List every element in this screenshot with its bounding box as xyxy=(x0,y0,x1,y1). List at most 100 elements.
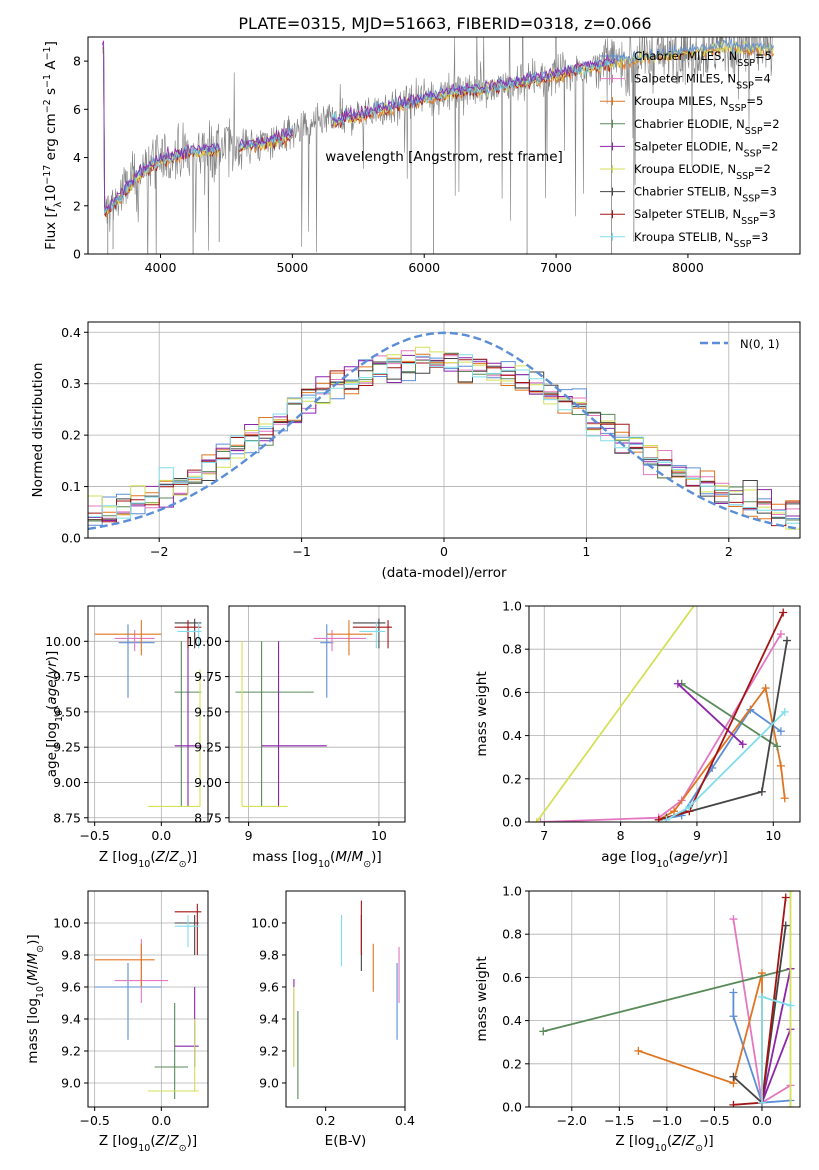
x-axis-label: (data-model)/error xyxy=(381,565,507,581)
label-part: Kroupa STELIB, N xyxy=(634,230,734,244)
model-spectrum-line xyxy=(102,46,616,215)
y-tick-label: 0.6 xyxy=(502,970,522,985)
axes-frame xyxy=(87,890,209,1108)
mass-weight-point xyxy=(776,630,785,639)
y-tick-label: 9.4 xyxy=(61,1012,81,1027)
y-tick-label: 10.0 xyxy=(251,916,279,931)
x-axis-label: Z [log10(Z/Z⊙)] xyxy=(99,1133,197,1154)
mass-weight-point xyxy=(673,679,682,688)
label-part: SSP xyxy=(741,216,759,227)
x-tick-label: 0.0 xyxy=(151,828,171,843)
label-part: mass weight xyxy=(474,671,490,756)
label-part: SSP xyxy=(744,148,762,159)
mass-weight-point xyxy=(783,636,792,645)
label-part: / xyxy=(165,849,170,865)
label-part: ( xyxy=(667,1133,672,1149)
x-tick-label: 8 xyxy=(617,828,625,843)
x-tick-label: −0.5 xyxy=(79,1113,109,1128)
label-part: ( xyxy=(150,1133,155,1149)
y-tick-label: 0.0 xyxy=(61,531,81,546)
label-part: 10 xyxy=(43,185,59,202)
y-tick-label: 9.00 xyxy=(53,775,81,790)
mass-weight-line xyxy=(732,925,787,1105)
y-tick-label: 1.0 xyxy=(502,884,522,899)
label-part: age xyxy=(44,679,60,704)
x-axis-label: mass [log10(M/M⊙)] xyxy=(252,849,381,870)
label-part: =4 xyxy=(754,72,771,86)
y-tick-label: 0.2 xyxy=(502,1056,522,1071)
x-tick-label: 0.2 xyxy=(316,1113,336,1128)
label-part: =2 xyxy=(761,139,778,153)
mass-weight-point xyxy=(773,742,782,751)
normal-curve xyxy=(88,331,800,531)
legend-normal-label: N(0, 1) xyxy=(740,337,780,351)
label-part: M xyxy=(335,849,347,865)
y-axis-label: mass weight xyxy=(474,956,490,1041)
label-part: ⊙ xyxy=(179,859,187,870)
x-axis-label: wavelength [Angstrom, rest frame] xyxy=(325,149,563,165)
mass-weight-point xyxy=(654,815,663,822)
label-part: yr xyxy=(44,660,60,676)
x-tick-label: 10 xyxy=(371,828,387,843)
x-tick-label: 0 xyxy=(440,544,448,559)
x-tick-label: −1.0 xyxy=(652,1113,682,1128)
mass-weight-point xyxy=(536,818,545,822)
x-tick-label: 0.4 xyxy=(395,1113,415,1128)
label-part: )] xyxy=(703,1133,714,1149)
mass-vs-EBV-panel: 0.2 0.4 9.0 9.2 9.4 9.6 9.8 10.0 E(B-V) xyxy=(251,890,415,1149)
label-part: Z [log xyxy=(99,1133,138,1149)
mass-weight-point xyxy=(685,802,694,811)
mass-weight-line xyxy=(658,612,785,821)
legend-entry-label: Salpeter STELIB, NSSP=3 xyxy=(634,207,776,227)
x-tick-label: 2 xyxy=(725,544,733,559)
x-tick-label: 5000 xyxy=(276,260,308,275)
legend-entry-label: Salpeter ELODIE, NSSP=2 xyxy=(634,139,778,159)
mass-weight-point xyxy=(729,1100,738,1107)
label-part: (data-model)/error xyxy=(381,565,507,581)
legend-entry-label: Chabrier ELODIE, NSSP=2 xyxy=(634,117,780,137)
label-part: s xyxy=(43,88,59,99)
y-tick-label: 10.0 xyxy=(53,916,81,931)
mass-weight-point xyxy=(738,740,747,749)
label-part: Kroupa MILES, N xyxy=(634,94,729,108)
mass-weight-point xyxy=(786,891,795,895)
label-part: SSP xyxy=(734,238,752,249)
y-axis-label: Flux [fλ10−17 erg cm−2 s−1 A−1] xyxy=(42,41,64,250)
mass-weight-line xyxy=(732,992,791,1104)
y-tick-label: 2 xyxy=(73,198,81,213)
mass-weight-point xyxy=(670,807,679,816)
mass-weight-point xyxy=(779,608,788,617)
label-part: E(B-V) xyxy=(325,1133,367,1149)
label-part: 10 xyxy=(318,859,330,870)
x-tick-label: −0.5 xyxy=(699,1113,729,1128)
figure-title: PLATE=0315, MJD=51663, FIBERID=0318, z=0… xyxy=(238,14,651,33)
y-tick-label: 9.25 xyxy=(194,740,222,755)
weight-vs-Z-plot-area xyxy=(539,891,795,1107)
x-tick-label: 9 xyxy=(693,828,701,843)
label-part: Z xyxy=(155,1133,166,1149)
y-axis-label: Normed distribution xyxy=(30,363,46,498)
mass-weight-point xyxy=(729,1012,738,1021)
y-tick-label: 10.00 xyxy=(186,634,222,649)
label-part: Z [log xyxy=(99,849,138,865)
legend-entry-label: Chabrier MILES, NSSP=5 xyxy=(634,49,772,69)
label-part: =3 xyxy=(760,185,777,199)
y-tick-label: 4 xyxy=(73,150,81,165)
mass-weight-point xyxy=(776,761,785,770)
label-part: ( xyxy=(150,849,155,865)
y-tick-label: 9.8 xyxy=(61,948,81,963)
label-part: Z xyxy=(671,1133,682,1149)
label-part: −17 xyxy=(42,165,53,185)
label-part: Salpeter STELIB, N xyxy=(634,207,741,221)
label-part: ( xyxy=(669,849,674,865)
label-part: / xyxy=(699,849,704,865)
label-part: mass [log xyxy=(252,849,318,865)
label-part: SSP xyxy=(745,125,763,136)
y-tick-label: 6 xyxy=(73,102,81,117)
label-part: Salpeter MILES, N xyxy=(634,72,736,86)
label-part: mass weight xyxy=(474,956,490,1041)
label-part: Z [log xyxy=(615,1133,654,1149)
y-axis-label: mass weight xyxy=(474,671,490,756)
